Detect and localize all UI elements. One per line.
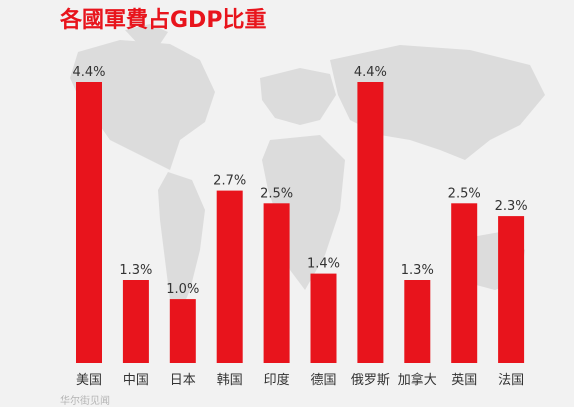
watermark: 华尔街见闻 <box>60 396 110 407</box>
category-label-2: 日本 <box>170 373 196 388</box>
category-label-4: 印度 <box>264 372 290 388</box>
category-label-3: 韩国 <box>217 373 243 388</box>
value-label-4: 2.5% <box>260 186 293 201</box>
bar-2 <box>169 299 196 363</box>
bar-7 <box>404 280 431 363</box>
chart-title: 各國軍費占GDP比重 <box>60 8 267 33</box>
value-label-7: 1.3% <box>401 263 434 278</box>
value-label-1: 1.3% <box>119 263 152 278</box>
bar-8 <box>451 203 478 363</box>
bar-3 <box>216 190 243 363</box>
bar-5 <box>310 273 337 363</box>
category-label-8: 英国 <box>451 373 477 388</box>
category-label-1: 中国 <box>123 373 149 388</box>
bar-1 <box>122 280 149 363</box>
value-label-3: 2.7% <box>213 174 246 189</box>
category-label-0: 美国 <box>76 373 102 388</box>
category-label-9: 法国 <box>498 373 524 388</box>
value-label-0: 4.4% <box>72 65 105 80</box>
value-label-8: 2.5% <box>448 186 481 201</box>
value-label-2: 1.0% <box>166 282 199 297</box>
category-label-6: 俄罗斯 <box>351 373 390 388</box>
category-label-7: 加拿大 <box>398 372 437 388</box>
bar-9 <box>498 216 525 363</box>
value-label-6: 4.4% <box>354 65 387 80</box>
bar-6 <box>357 82 384 363</box>
bar-0 <box>76 82 102 363</box>
value-label-5: 1.4% <box>307 257 340 272</box>
value-label-9: 2.3% <box>495 199 528 214</box>
bar-4 <box>263 203 290 363</box>
category-label-5: 德国 <box>310 373 336 388</box>
